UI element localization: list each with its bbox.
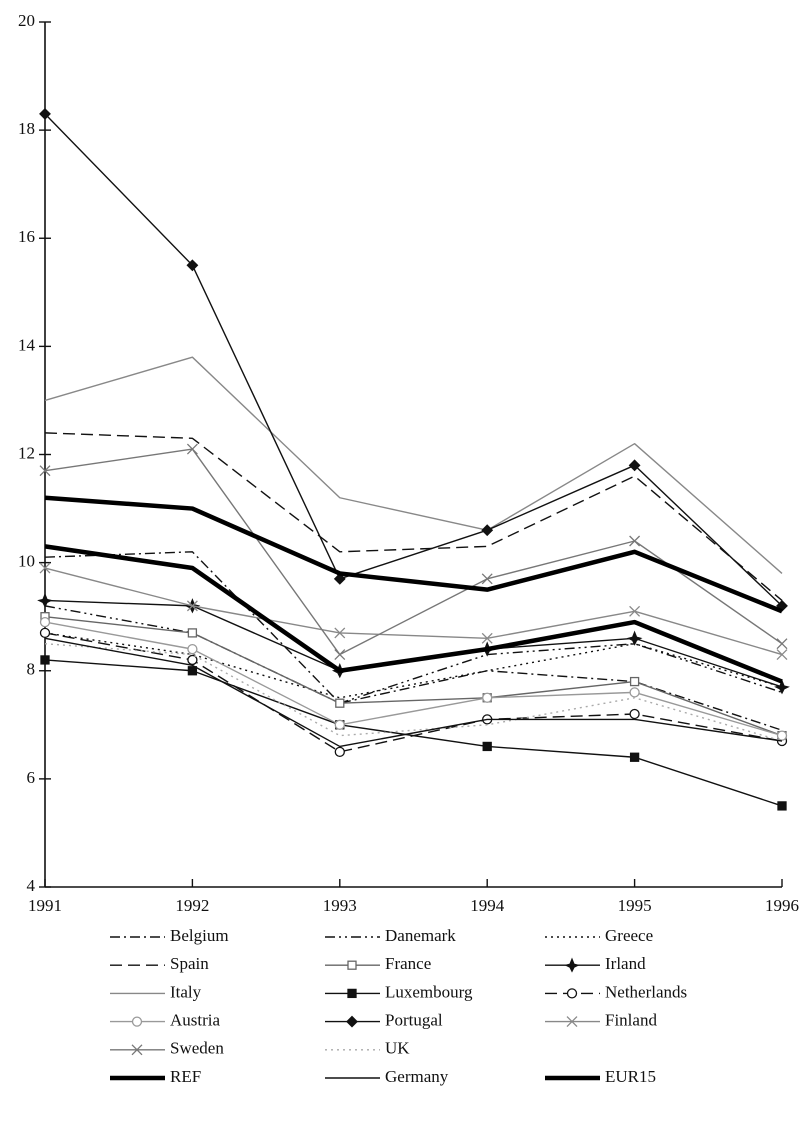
- marker: [566, 988, 578, 999]
- series-line: [44, 495, 783, 614]
- y-tick-label: 20: [18, 11, 35, 30]
- series-line: [44, 113, 783, 607]
- marker: [37, 592, 53, 608]
- series-line: [44, 448, 783, 656]
- legend-label: Portugal: [385, 1011, 443, 1030]
- marker: [481, 573, 493, 585]
- legend-label: Finland: [605, 1011, 657, 1030]
- marker: [629, 687, 640, 698]
- marker: [187, 628, 198, 638]
- series-line: [44, 432, 783, 602]
- marker: [629, 605, 641, 617]
- marker: [628, 459, 641, 472]
- marker: [39, 107, 51, 120]
- marker: [334, 746, 345, 757]
- y-tick-label: 4: [27, 876, 36, 895]
- legend-label: Luxembourg: [385, 982, 473, 1001]
- marker: [40, 655, 50, 665]
- marker: [564, 957, 580, 973]
- marker: [187, 654, 198, 666]
- marker: [346, 1015, 358, 1028]
- legend-label: EUR15: [605, 1067, 656, 1086]
- y-tick-label: 18: [18, 119, 35, 138]
- legend-label: Sweden: [170, 1039, 224, 1058]
- x-tick-label: 1991: [28, 896, 62, 915]
- legend-label: UK: [385, 1039, 410, 1058]
- marker: [334, 649, 346, 660]
- legend-label: Belgium: [170, 926, 229, 945]
- marker: [774, 679, 790, 695]
- legend-label: Germany: [385, 1067, 449, 1086]
- marker: [186, 600, 198, 612]
- x-tick-label: 1996: [765, 896, 799, 915]
- marker: [777, 801, 787, 811]
- legend-label: Spain: [170, 954, 209, 973]
- marker: [186, 259, 199, 272]
- marker: [776, 649, 788, 660]
- series-line: [44, 356, 783, 574]
- series-line: [44, 632, 783, 753]
- marker: [629, 535, 641, 547]
- marker: [626, 630, 643, 646]
- series-line: [44, 637, 783, 748]
- marker: [335, 698, 345, 708]
- marker: [776, 730, 788, 741]
- marker: [39, 616, 51, 628]
- marker: [186, 443, 198, 455]
- legend-label: Austria: [170, 1011, 221, 1030]
- marker: [481, 524, 494, 537]
- series-line: [44, 599, 783, 688]
- legend-label: Netherlands: [605, 982, 687, 1001]
- marker: [481, 632, 493, 644]
- y-tick-label: 14: [18, 335, 36, 354]
- marker: [347, 988, 357, 999]
- legend-label: Irland: [605, 954, 646, 973]
- marker: [629, 676, 640, 687]
- series-line: [44, 544, 783, 684]
- series-line: [44, 615, 783, 737]
- series-line: [44, 621, 783, 737]
- x-tick-label: 1994: [470, 896, 505, 915]
- series-line: [44, 567, 783, 656]
- series-line: [44, 551, 783, 731]
- marker: [187, 643, 198, 655]
- y-tick-label: 8: [27, 660, 36, 679]
- marker: [333, 572, 346, 585]
- legend-label: Italy: [170, 982, 202, 1001]
- marker: [566, 1016, 578, 1028]
- y-tick-label: 16: [18, 227, 35, 246]
- legend-label: Greece: [605, 926, 653, 945]
- y-tick-label: 10: [18, 552, 35, 571]
- legend-label: France: [385, 954, 431, 973]
- marker: [334, 627, 346, 639]
- x-tick-label: 1993: [323, 896, 357, 915]
- marker: [39, 465, 51, 477]
- marker: [629, 752, 640, 762]
- marker: [334, 719, 345, 730]
- marker: [482, 741, 492, 752]
- marker: [187, 666, 198, 676]
- x-tick-label: 1995: [618, 896, 652, 915]
- marker: [39, 562, 51, 574]
- marker: [131, 1016, 143, 1027]
- marker: [482, 692, 493, 703]
- marker: [39, 627, 51, 639]
- legend-label: REF: [170, 1067, 201, 1086]
- marker: [629, 708, 640, 720]
- legend-label: Danemark: [385, 926, 456, 945]
- x-tick-label: 1992: [175, 896, 209, 915]
- marker: [131, 1044, 143, 1056]
- series-line: [44, 605, 783, 704]
- marker: [347, 960, 357, 970]
- y-tick-label: 6: [27, 768, 36, 787]
- y-tick-label: 12: [18, 443, 35, 462]
- marker: [776, 638, 788, 650]
